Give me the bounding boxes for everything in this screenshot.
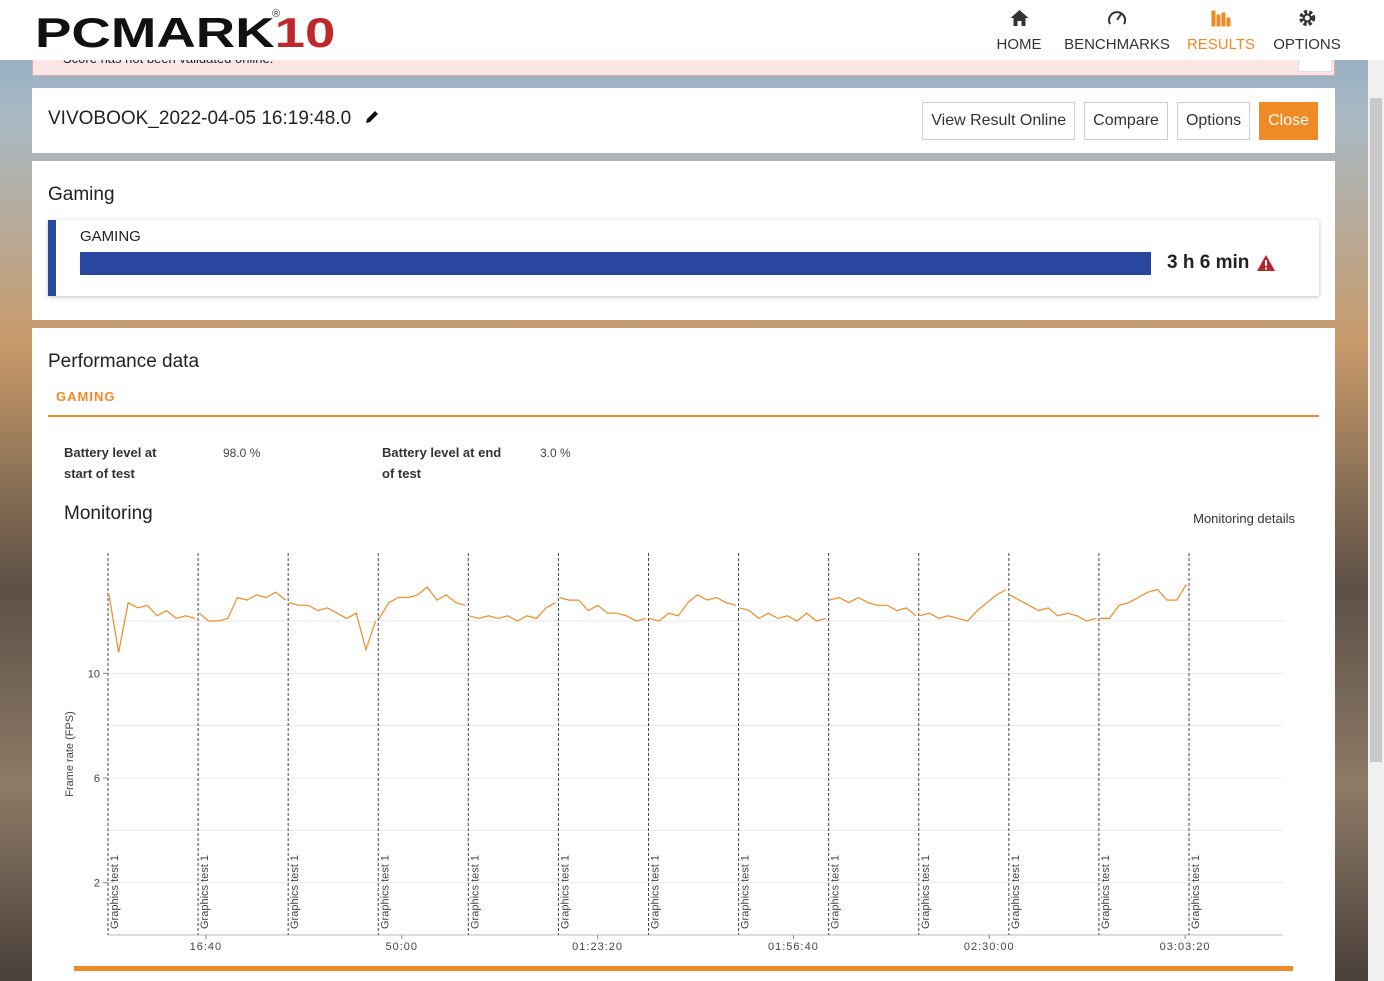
section-title: Gaming: [48, 184, 115, 205]
logo-mark: ®: [272, 8, 281, 20]
test-marker-label: Graphics test 1: [469, 855, 481, 929]
test-marker-label: Graphics test 1: [199, 855, 211, 929]
options-icon: [1298, 10, 1315, 26]
logo: PCMARK10: [35, 9, 335, 57]
score-panel: Gaming GAMING 3 h 6 min: [32, 161, 1335, 320]
test-marker-label: Graphics test 1: [289, 855, 301, 929]
nav-label: OPTIONS: [1273, 36, 1341, 53]
stat-value: 3.0 %: [540, 446, 571, 460]
performance-panel: Performance data GAMING Battery level at…: [32, 328, 1335, 981]
header: PCMARK10 ® HOME BENCHMARKS RESULTS OPTIO…: [0, 0, 1384, 60]
monitoring-link[interactable]: Monitoring details: [1193, 511, 1295, 526]
tab-underline: [48, 415, 1319, 417]
stat-value: 98.0 %: [223, 446, 261, 460]
nav-label: HOME: [996, 36, 1042, 53]
y-tick-label: 2: [94, 878, 100, 890]
result-title: VIVOBOOK_2022-04-05 16:19:48.0: [48, 108, 380, 130]
nav-label: BENCHMARKS: [1064, 36, 1170, 53]
x-tick-label: 01:23:20: [572, 941, 623, 950]
logo-text: PCMARK: [35, 9, 275, 56]
test-marker-label: Graphics test 1: [1190, 855, 1202, 929]
monitoring-title: Monitoring: [64, 503, 153, 524]
test-marker-label: Graphics test 1: [379, 855, 391, 929]
chart: 2 6 10 Frame rate (FPS) 16:40 50:00 01:23:20 01…: [64, 553, 1283, 950]
nav-label: RESULTS: [1186, 36, 1256, 53]
y-axis-label: Frame rate (FPS): [64, 711, 76, 797]
test-marker-label: Graphics test 1: [1100, 855, 1112, 929]
logo-suffix: 10: [274, 9, 336, 56]
stat-label: Battery level at end of test: [382, 445, 502, 481]
fps-line: [108, 584, 1187, 653]
score-bar: [80, 252, 1151, 275]
x-tick-label: 02:30:00: [964, 941, 1015, 950]
result-title-text: VIVOBOOK_2022-04-05 16:19:48.0: [48, 108, 352, 129]
nav-item[interactable]: OPTIONS: [1273, 0, 1341, 60]
test-marker-label: Graphics test 1: [650, 855, 662, 929]
button-bar: View Result Online Compare Options Close: [922, 102, 1318, 140]
x-tick-label: 03:03:20: [1160, 941, 1211, 950]
nav-item[interactable]: HOME: [997, 0, 1042, 60]
button[interactable]: Compare: [1084, 102, 1168, 140]
x-tick-label: 16:40: [190, 941, 223, 950]
edit-icon[interactable]: [364, 109, 380, 125]
score-card: GAMING 3 h 6 min: [48, 220, 1319, 296]
x-tick-label: 50:00: [385, 941, 418, 950]
test-marker-label: Graphics test 1: [740, 855, 752, 929]
benchmarks-icon: [1108, 11, 1126, 25]
test-marker-label: Graphics test 1: [920, 855, 932, 929]
button[interactable]: View Result Online: [922, 102, 1076, 140]
tab[interactable]: GAMING: [56, 389, 116, 404]
chart-divider: [74, 966, 1293, 971]
test-marker-label: Graphics test 1: [1010, 855, 1022, 929]
section-title: Performance data: [48, 351, 200, 372]
stat-label: Battery level at start of test: [64, 445, 157, 481]
test-marker-label: Graphics test 1: [830, 855, 842, 929]
results-icon: [1211, 10, 1231, 27]
result-panel: VIVOBOOK_2022-04-05 16:19:48.0 View Resu…: [32, 88, 1335, 153]
button[interactable]: Close: [1259, 102, 1318, 140]
home-icon: [1010, 10, 1028, 26]
y-tick-label: 6: [94, 773, 100, 785]
scrollbar-thumb[interactable]: [1370, 98, 1382, 762]
score-label: GAMING: [80, 228, 141, 245]
nav-item[interactable]: BENCHMARKS: [1064, 0, 1170, 60]
test-marker-label: Graphics test 1: [109, 855, 121, 929]
score-value: 3 h 6 min: [1167, 252, 1250, 273]
test-marker-label: Graphics test 1: [559, 855, 571, 929]
nav-item[interactable]: RESULTS: [1187, 0, 1255, 60]
warning-icon: [1257, 255, 1275, 271]
button[interactable]: Options: [1176, 102, 1251, 140]
x-tick-label: 01:56:40: [768, 941, 819, 950]
y-tick-label: 10: [88, 668, 100, 680]
